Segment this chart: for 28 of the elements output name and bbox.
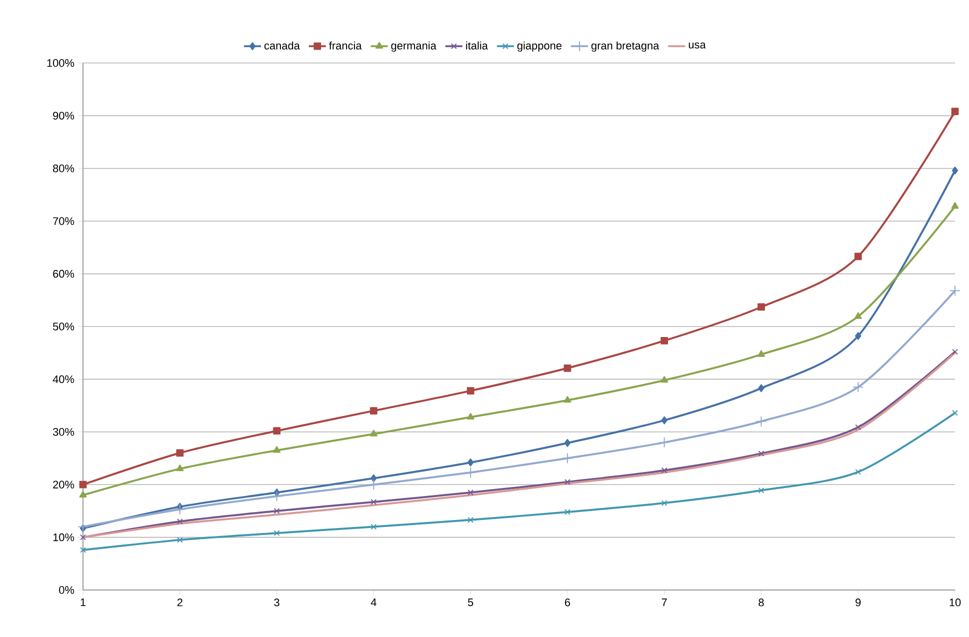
y-tick-label: 70% [53,217,74,225]
y-tick-label: 0% [59,586,74,594]
x-tick-label: 8 [758,598,764,606]
y-tick-label: 30% [52,428,74,436]
legend-label: italia [466,41,488,50]
x-tick-label: 10 [950,598,961,606]
y-tick-label: 40% [52,375,74,384]
legend-label: germania [391,41,436,52]
x-tick-label: 4 [370,598,376,606]
x-tick-label: 6 [564,598,570,606]
x-tick-label: 9 [856,598,861,606]
x-tick-label: 3 [274,598,280,606]
x-tick-label: 7 [662,598,667,606]
x-tick-label: 5 [468,598,474,606]
y-tick-label: 90% [53,112,74,120]
x-tick-label: 1 [80,598,86,606]
y-tick-label: 10% [53,533,74,542]
y-tick-label: 50% [52,322,74,330]
legend-label: canada [264,41,300,50]
legend-label: francia [329,41,362,50]
y-tick-label: 60% [53,270,74,278]
x-tick-label: 2 [177,598,182,606]
legend-label: gran bretagna [591,41,660,52]
y-tick-label: 80% [53,164,74,172]
legend-label: giappone [517,41,562,52]
y-tick-label: 100% [47,59,74,67]
y-tick-label: 20% [53,480,74,488]
legend-label: usa [688,42,706,48]
